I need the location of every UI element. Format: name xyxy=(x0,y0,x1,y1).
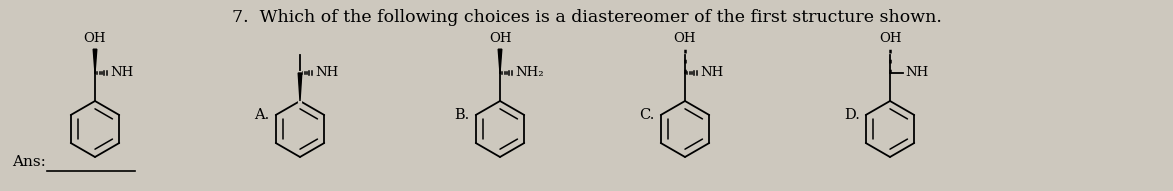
Text: A.: A. xyxy=(255,108,270,122)
Text: NH: NH xyxy=(700,66,724,79)
Text: D.: D. xyxy=(845,108,860,122)
Polygon shape xyxy=(93,49,97,73)
Text: NH: NH xyxy=(110,66,134,79)
Text: B.: B. xyxy=(454,108,469,122)
Text: OH: OH xyxy=(489,32,511,45)
Polygon shape xyxy=(298,73,301,101)
Text: OH: OH xyxy=(879,32,901,45)
Text: NH₂: NH₂ xyxy=(515,66,543,79)
Text: OH: OH xyxy=(83,32,107,45)
Text: OH: OH xyxy=(673,32,697,45)
Text: Ans:: Ans: xyxy=(12,155,46,169)
Text: NH: NH xyxy=(316,66,338,79)
Polygon shape xyxy=(499,49,502,73)
Text: 7.  Which of the following choices is a diastereomer of the first structure show: 7. Which of the following choices is a d… xyxy=(231,9,942,26)
Text: NH: NH xyxy=(906,66,928,79)
Text: C.: C. xyxy=(639,108,655,122)
